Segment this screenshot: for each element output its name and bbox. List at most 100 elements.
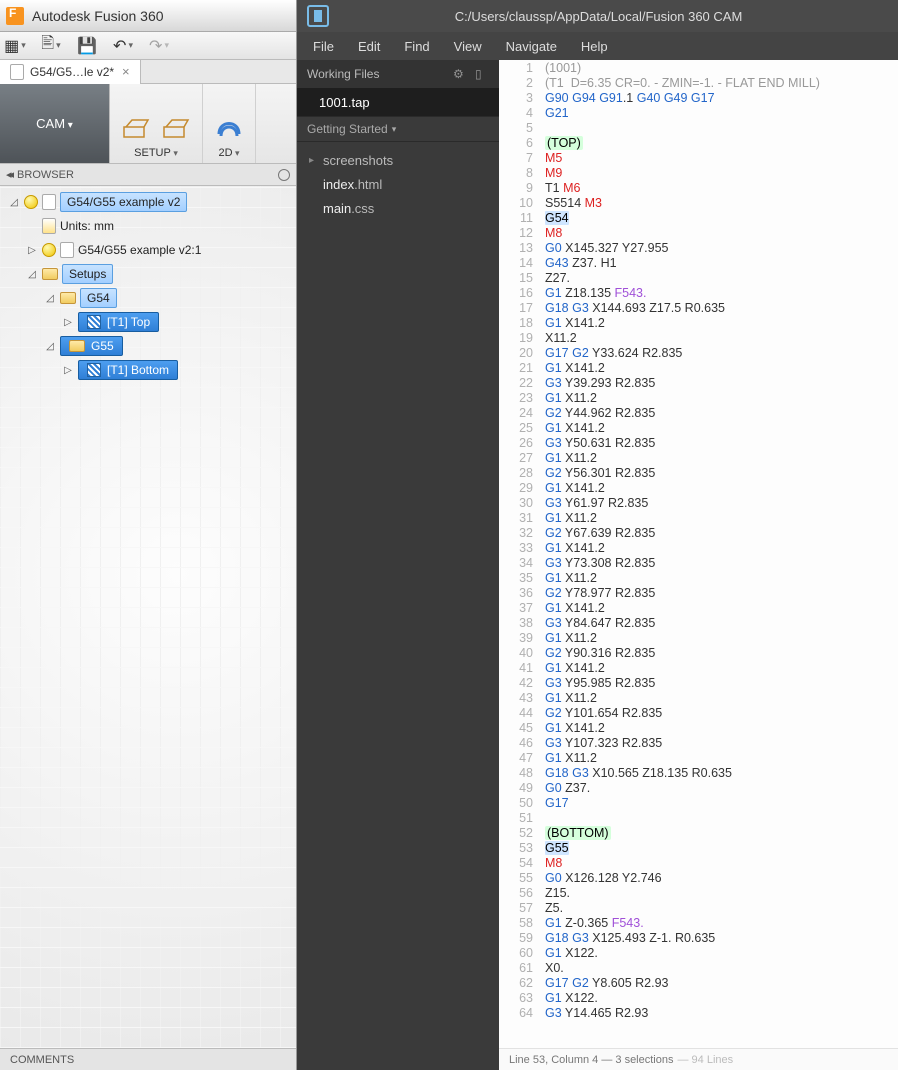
code-line[interactable]: 49G0 Z37. <box>499 781 898 796</box>
code-line[interactable]: 8M9 <box>499 166 898 181</box>
save-icon[interactable]: 💾 <box>78 37 96 55</box>
code-line[interactable]: 30G3 Y61.97 R2.835 <box>499 496 898 511</box>
ribbon-setup[interactable]: SETUP <box>110 84 203 163</box>
code-line[interactable]: 60G1 X122. <box>499 946 898 961</box>
code-line[interactable]: 55G0 X126.128 Y2.746 <box>499 871 898 886</box>
code-line[interactable]: 1(1001) <box>499 61 898 76</box>
menu-help[interactable]: Help <box>571 35 618 58</box>
project-tree-item[interactable]: index.html <box>297 172 499 196</box>
undo-icon[interactable]: ↶ <box>114 37 132 55</box>
code-line[interactable]: 14G43 Z37. H1 <box>499 256 898 271</box>
code-line[interactable]: 6(TOP) <box>499 136 898 151</box>
code-line[interactable]: 38G3 Y84.647 R2.835 <box>499 616 898 631</box>
tree-setups[interactable]: ◿ Setups <box>0 262 296 286</box>
code-line[interactable]: 16G1 Z18.135 F543. <box>499 286 898 301</box>
code-line[interactable]: 52(BOTTOM) <box>499 826 898 841</box>
menu-navigate[interactable]: Navigate <box>496 35 567 58</box>
grid-icon[interactable]: ▦ <box>6 37 24 55</box>
code-line[interactable]: 19X11.2 <box>499 331 898 346</box>
tree-g55[interactable]: ◿ G55 <box>0 334 296 358</box>
tree-toggle-icon[interactable]: ◿ <box>8 197 20 208</box>
code-line[interactable]: 21G1 X141.2 <box>499 361 898 376</box>
tree-toggle-icon[interactable]: ▷ <box>26 245 38 256</box>
code-line[interactable]: 18G1 X141.2 <box>499 316 898 331</box>
working-file-item[interactable]: 1001.tap <box>297 88 499 116</box>
browser-header[interactable]: ◂◂ BROWSER <box>0 164 296 186</box>
code-line[interactable]: 44G2 Y101.654 R2.835 <box>499 706 898 721</box>
split-icon[interactable]: ▯ <box>475 67 489 81</box>
code-line[interactable]: 5 <box>499 121 898 136</box>
project-tree-item[interactable]: ▸screenshots <box>297 148 499 172</box>
code-line[interactable]: 36G2 Y78.977 R2.835 <box>499 586 898 601</box>
tree-component[interactable]: ▷ G54/G55 example v2:1 <box>0 238 296 262</box>
code-line[interactable]: 17G18 G3 X144.693 Z17.5 R0.635 <box>499 301 898 316</box>
code-line[interactable]: 10S5514 M3 <box>499 196 898 211</box>
code-line[interactable]: 23G1 X11.2 <box>499 391 898 406</box>
code-line[interactable]: 34G3 Y73.308 R2.835 <box>499 556 898 571</box>
tree-op-top[interactable]: ▷ [T1] Top <box>0 310 296 334</box>
code-line[interactable]: 53G55 <box>499 841 898 856</box>
code-line[interactable]: 40G2 Y90.316 R2.835 <box>499 646 898 661</box>
menu-view[interactable]: View <box>444 35 492 58</box>
tree-op-bottom[interactable]: ▷ [T1] Bottom <box>0 358 296 382</box>
code-line[interactable]: 22G3 Y39.293 R2.835 <box>499 376 898 391</box>
tree-toggle-icon[interactable]: ◿ <box>26 269 38 280</box>
close-tab-icon[interactable]: × <box>122 64 130 79</box>
code-line[interactable]: 50G17 <box>499 796 898 811</box>
code-line[interactable]: 35G1 X11.2 <box>499 571 898 586</box>
comments-panel[interactable]: COMMENTS <box>0 1048 296 1070</box>
redo-icon[interactable]: ↷ <box>150 37 168 55</box>
getting-started-dropdown[interactable]: Getting Started <box>297 116 499 142</box>
code-line[interactable]: 64G3 Y14.465 R2.93 <box>499 1006 898 1021</box>
code-line[interactable]: 20G17 G2 Y33.624 R2.835 <box>499 346 898 361</box>
project-tree-item[interactable]: main.css <box>297 196 499 220</box>
tree-toggle-icon[interactable]: ◿ <box>44 293 56 304</box>
menu-file[interactable]: File <box>303 35 344 58</box>
code-line[interactable]: 12M8 <box>499 226 898 241</box>
tree-toggle-icon[interactable]: ◿ <box>44 341 56 352</box>
code-line[interactable]: 57Z5. <box>499 901 898 916</box>
code-line[interactable]: 48G18 G3 X10.565 Z18.135 R0.635 <box>499 766 898 781</box>
document-tab[interactable]: G54/G5…le v2* × <box>0 60 141 84</box>
code-line[interactable]: 63G1 X122. <box>499 991 898 1006</box>
code-line[interactable]: 32G2 Y67.639 R2.835 <box>499 526 898 541</box>
code-line[interactable]: 28G2 Y56.301 R2.835 <box>499 466 898 481</box>
code-line[interactable]: 27G1 X11.2 <box>499 451 898 466</box>
visibility-icon[interactable] <box>24 195 38 209</box>
code-line[interactable]: 26G3 Y50.631 R2.835 <box>499 436 898 451</box>
code-line[interactable]: 51 <box>499 811 898 826</box>
code-line[interactable]: 13G0 X145.327 Y27.955 <box>499 241 898 256</box>
code-line[interactable]: 46G3 Y107.323 R2.835 <box>499 736 898 751</box>
code-line[interactable]: 56Z15. <box>499 886 898 901</box>
code-line[interactable]: 31G1 X11.2 <box>499 511 898 526</box>
code-line[interactable]: 9T1 M6 <box>499 181 898 196</box>
code-line[interactable]: 3G90 G94 G91.1 G40 G49 G17 <box>499 91 898 106</box>
editor-titlebar[interactable]: C:/Users/claussp/AppData/Local/Fusion 36… <box>297 0 898 32</box>
code-line[interactable]: 39G1 X11.2 <box>499 631 898 646</box>
code-line[interactable]: 62G17 G2 Y8.605 R2.93 <box>499 976 898 991</box>
code-line[interactable]: 15Z27. <box>499 271 898 286</box>
code-line[interactable]: 47G1 X11.2 <box>499 751 898 766</box>
ribbon-2d[interactable]: 2D <box>203 84 256 163</box>
file-icon[interactable]: 🖹 <box>42 37 60 55</box>
code-line[interactable]: 43G1 X11.2 <box>499 691 898 706</box>
fusion-titlebar[interactable]: Autodesk Fusion 360 <box>0 0 296 32</box>
code-line[interactable]: 11G54 <box>499 211 898 226</box>
code-line[interactable]: 2(T1 D=6.35 CR=0. - ZMIN=-1. - FLAT END … <box>499 76 898 91</box>
code-line[interactable]: 24G2 Y44.962 R2.835 <box>499 406 898 421</box>
tree-toggle-icon[interactable]: ▷ <box>62 365 74 376</box>
collapse-icon[interactable]: ◂◂ <box>6 168 11 181</box>
code-line[interactable]: 59G18 G3 X125.493 Z-1. R0.635 <box>499 931 898 946</box>
tree-g54[interactable]: ◿ G54 <box>0 286 296 310</box>
tree-units[interactable]: Units: mm <box>0 214 296 238</box>
menu-edit[interactable]: Edit <box>348 35 390 58</box>
code-line[interactable]: 61X0. <box>499 961 898 976</box>
code-line[interactable]: 33G1 X141.2 <box>499 541 898 556</box>
code-line[interactable]: 54M8 <box>499 856 898 871</box>
code-line[interactable]: 29G1 X141.2 <box>499 481 898 496</box>
code-line[interactable]: 41G1 X141.2 <box>499 661 898 676</box>
code-line[interactable]: 37G1 X141.2 <box>499 601 898 616</box>
gear-icon[interactable]: ⚙ <box>453 67 467 81</box>
code-line[interactable]: 7M5 <box>499 151 898 166</box>
code-line[interactable]: 25G1 X141.2 <box>499 421 898 436</box>
